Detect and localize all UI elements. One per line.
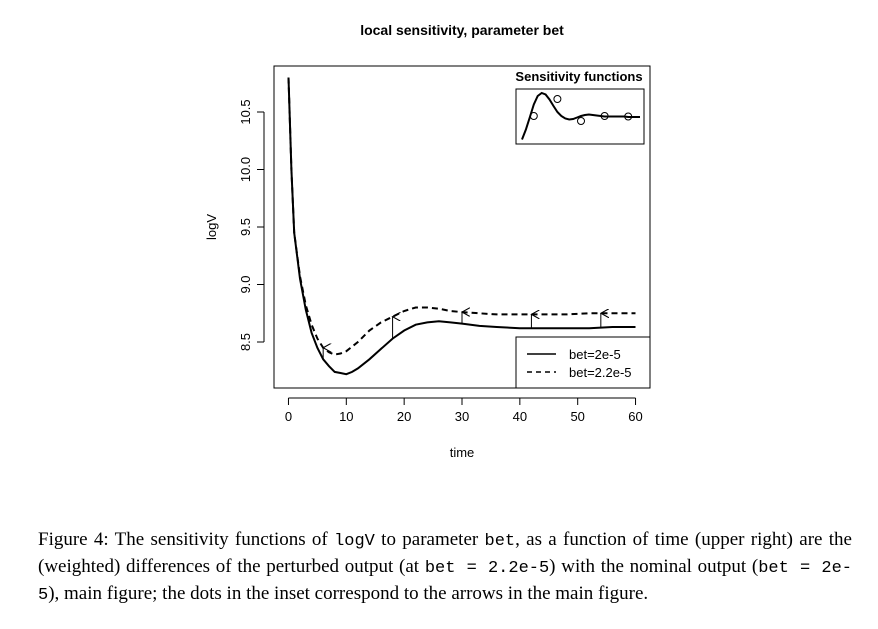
x-tick-label: 60 <box>628 409 642 424</box>
inset-point <box>577 117 585 125</box>
inset-point <box>529 112 538 120</box>
y-axis: 8.5 9.0 9.5 10.0 10.5 <box>238 99 265 351</box>
x-tick-label: 50 <box>570 409 584 424</box>
caption-code: bet <box>484 532 516 551</box>
y-tick-label: 9.0 <box>238 275 253 293</box>
legend-label-perturbed: bet=2.2e-5 <box>569 365 632 380</box>
y-tick-label: 8.5 <box>238 333 253 351</box>
x-tick-label: 0 <box>285 409 292 424</box>
y-tick-label: 9.5 <box>238 218 253 236</box>
caption-code: bet = 2e-5 <box>38 559 852 605</box>
series-line-nominal <box>287 77 636 376</box>
arrow-layer <box>323 312 601 360</box>
x-axis-label: time <box>450 445 475 460</box>
legend-label-nominal: bet=2e-5 <box>569 347 621 362</box>
caption-text: Figure 4: The sensitivity functions of <box>38 529 335 550</box>
series-layer <box>287 77 636 376</box>
y-axis-label: logV <box>204 214 219 240</box>
caption-code: logV <box>334 532 375 551</box>
inset-point <box>624 112 633 121</box>
inset-point <box>553 95 562 103</box>
figure-caption: Figure 4: The sensitivity functions of l… <box>38 527 852 608</box>
figure: local sensitivity, parameter bet 0 10 20 30… <box>204 22 651 460</box>
y-tick-label: 10.5 <box>238 99 253 124</box>
inset-title: Sensitivity functions <box>515 69 642 84</box>
caption-text: ), main figure; the dots in the inset co… <box>48 583 649 604</box>
caption-text: , as a function of time (upper right) ar… <box>38 529 852 577</box>
x-tick-label: 10 <box>339 409 353 424</box>
caption-text: to parameter <box>374 529 485 550</box>
x-tick-label: 40 <box>513 409 527 424</box>
plot-frame <box>273 65 651 389</box>
inset-point <box>600 112 609 120</box>
y-tick-label: 10.0 <box>238 157 253 182</box>
inset-layer <box>521 91 640 140</box>
chart-title: local sensitivity, parameter bet <box>360 22 564 38</box>
caption-code: bet = 2.2e-5 <box>424 559 550 578</box>
series-line-perturbed <box>287 77 636 356</box>
caption-text: ) with the nominal output ( <box>549 556 759 577</box>
x-tick-label: 20 <box>397 409 411 424</box>
inset-sensitivity-line <box>521 91 640 140</box>
x-tick-label: 30 <box>455 409 469 424</box>
legend-box <box>515 336 651 389</box>
x-axis: 0 10 20 30 40 50 60 <box>285 397 643 424</box>
